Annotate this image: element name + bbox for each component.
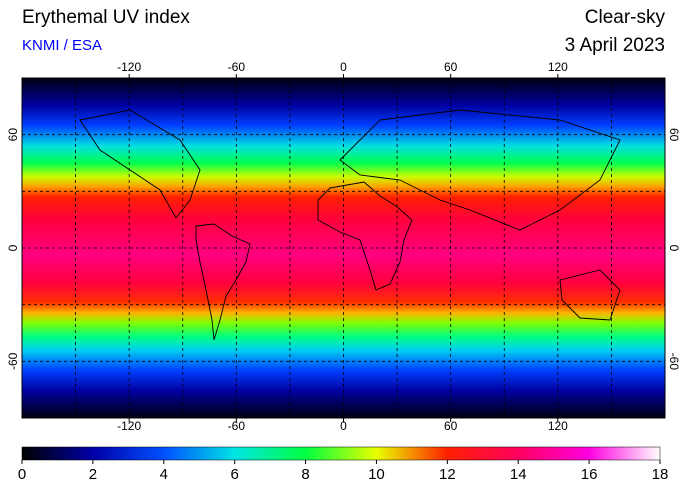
mode: Clear-sky bbox=[585, 7, 666, 28]
colorbar-label: 10 bbox=[368, 466, 385, 483]
colorbar-label: 2 bbox=[89, 466, 97, 483]
south-america bbox=[195, 223, 251, 341]
colorbar-label: 6 bbox=[230, 466, 238, 483]
north-america bbox=[79, 109, 201, 219]
lat-label-right: -60 bbox=[667, 353, 681, 371]
colorbar-label: 0 bbox=[18, 466, 26, 483]
lon-label-top: -60 bbox=[228, 60, 246, 74]
colorbar-label: 4 bbox=[160, 466, 168, 483]
lat-label-left: -60 bbox=[6, 352, 20, 370]
colorbar-label: 12 bbox=[439, 466, 456, 483]
lat-label-left: 0 bbox=[6, 244, 20, 251]
australia bbox=[559, 269, 621, 321]
lon-label-bottom: 120 bbox=[548, 419, 568, 433]
lon-label-top: -120 bbox=[117, 60, 141, 74]
lat-label-right: 0 bbox=[667, 245, 681, 252]
source: KNMI / ESA bbox=[22, 37, 102, 54]
colorbar-label: 16 bbox=[581, 466, 598, 483]
lon-label-bottom: 60 bbox=[444, 419, 458, 433]
coastlines bbox=[79, 109, 621, 341]
lon-label-bottom: -120 bbox=[117, 419, 141, 433]
eurasia bbox=[339, 109, 621, 231]
lon-label-top: 0 bbox=[340, 60, 347, 74]
lat-label-left: 60 bbox=[6, 128, 20, 142]
colorbar-label: 8 bbox=[301, 466, 309, 483]
date: 3 April 2023 bbox=[565, 35, 665, 56]
title: Erythemal UV index bbox=[22, 7, 190, 28]
lon-label-top: 120 bbox=[548, 60, 568, 74]
colorbar-label: 14 bbox=[510, 466, 527, 483]
lon-label-bottom: 0 bbox=[340, 419, 347, 433]
colorbar bbox=[21, 446, 661, 461]
colorbar-label: 18 bbox=[652, 466, 669, 483]
lat-label-right: 60 bbox=[667, 128, 681, 142]
africa bbox=[317, 181, 413, 291]
lon-label-bottom: -60 bbox=[228, 419, 246, 433]
lon-label-top: 60 bbox=[444, 60, 458, 74]
